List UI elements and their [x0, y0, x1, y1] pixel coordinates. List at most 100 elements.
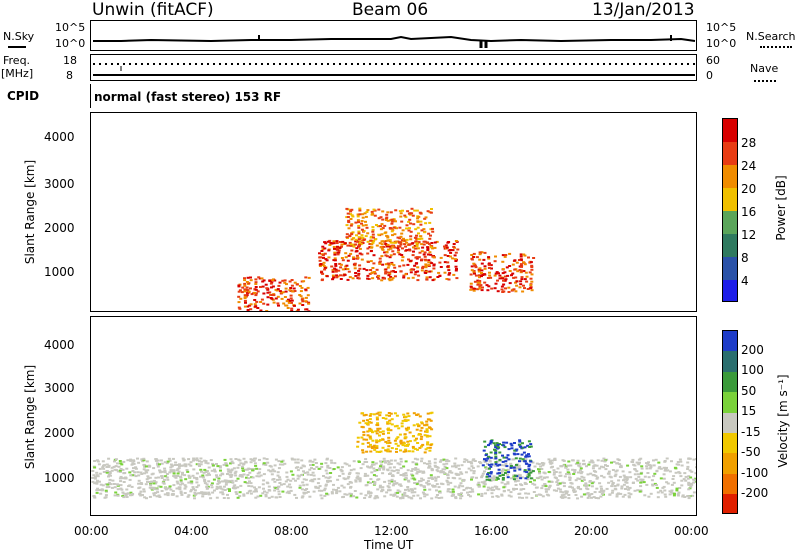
- power-panel: [90, 112, 697, 312]
- power-cell: [293, 290, 297, 292]
- velocity-cell: [172, 471, 176, 474]
- velocity-cell: [384, 449, 388, 452]
- velocity-cell: [598, 482, 602, 485]
- power-cell: [358, 252, 362, 255]
- velocity-cell: [320, 489, 324, 492]
- velocity-cell: [412, 424, 416, 427]
- power-cell: [375, 224, 378, 226]
- velocity-cell: [163, 471, 167, 474]
- velocity-cell: [527, 471, 531, 474]
- nsearch-tick-top: 10^5: [706, 21, 737, 34]
- power-cell: [356, 215, 360, 218]
- velocity-cell: [387, 436, 391, 439]
- power-cell: [320, 271, 324, 274]
- velocity-cell: [231, 481, 235, 484]
- velocity-cell: [524, 458, 528, 461]
- velocity-cell: [392, 482, 396, 485]
- power-cell: [486, 277, 490, 279]
- velocity-cell: [523, 470, 527, 473]
- velocity-cell: [364, 413, 368, 416]
- velocity-cell: [309, 473, 313, 476]
- velocity-cell: [387, 439, 391, 442]
- velocity-cell: [597, 497, 600, 500]
- velocity-cell: [558, 488, 562, 491]
- velocity-cell: [401, 419, 405, 422]
- power-cell: [387, 248, 391, 251]
- velocity-cell: [373, 481, 377, 484]
- velocity-cell: [183, 492, 187, 494]
- velocity-cell: [95, 459, 99, 462]
- power-cell: [262, 302, 266, 305]
- power-cell: [401, 229, 405, 232]
- velocity-cell: [688, 469, 692, 472]
- velocity-cell: [247, 485, 251, 487]
- velocity-cell: [484, 459, 488, 462]
- velocity-cell: [326, 466, 330, 469]
- power-cell: [429, 246, 433, 249]
- velocity-cell: [632, 481, 635, 484]
- velocity-cell: [256, 495, 260, 498]
- velocity-cell: [375, 447, 379, 449]
- power-cb-8: 8: [741, 251, 749, 265]
- velocity-cell: [658, 466, 662, 469]
- velocity-cell: [347, 473, 351, 475]
- power-cell: [406, 263, 410, 266]
- velocity-cell: [648, 467, 652, 470]
- velocity-cell: [638, 490, 642, 493]
- velocity-ytick-1000: 1000: [44, 471, 75, 485]
- power-cell: [272, 301, 276, 304]
- velocity-cell: [233, 484, 237, 487]
- power-cell: [361, 213, 365, 216]
- velocity-cell: [125, 488, 129, 491]
- velocity-cell: [361, 451, 365, 454]
- power-cell: [394, 209, 398, 212]
- velocity-cell: [208, 473, 211, 476]
- power-cell: [446, 261, 450, 264]
- velocity-cell: [144, 465, 148, 468]
- velocity-cell: [381, 446, 385, 449]
- velocity-cell: [249, 482, 253, 485]
- velocity-cell: [134, 466, 138, 469]
- velocity-cell: [484, 454, 488, 457]
- power-cell: [506, 274, 510, 277]
- vel-color-5: [723, 412, 737, 433]
- velocity-cell: [378, 427, 382, 430]
- velocity-cell: [142, 488, 146, 491]
- power-cell: [400, 254, 404, 256]
- velocity-cell: [296, 469, 300, 472]
- velocity-cell: [207, 480, 211, 483]
- velocity-cell: [631, 458, 635, 461]
- velocity-cell: [601, 490, 605, 493]
- power-cell: [497, 272, 500, 275]
- velocity-cell: [139, 494, 143, 497]
- velocity-cell: [401, 444, 405, 447]
- velocity-cell: [152, 467, 156, 470]
- velocity-cell: [518, 440, 522, 443]
- velocity-cell: [171, 490, 175, 493]
- power-cell: [392, 253, 396, 256]
- velocity-cell: [144, 469, 148, 472]
- velocity-cell: [675, 487, 679, 490]
- velocity-cell: [428, 446, 432, 449]
- velocity-cell: [514, 484, 518, 486]
- velocity-cell: [388, 482, 391, 485]
- velocity-cell: [107, 475, 110, 478]
- power-cell: [417, 241, 421, 244]
- velocity-cell: [395, 495, 399, 498]
- velocity-cell: [312, 474, 316, 477]
- velocity-cell: [278, 476, 282, 479]
- power-cell: [470, 265, 474, 268]
- velocity-cell: [512, 475, 516, 478]
- power-cell: [488, 271, 491, 274]
- velocity-cell: [421, 443, 425, 446]
- power-cell: [335, 276, 339, 279]
- power-cell: [402, 276, 406, 279]
- power-cell: [480, 272, 483, 274]
- velocity-cb-label: Velocity [m s⁻¹]: [776, 374, 790, 468]
- velocity-cell: [608, 493, 612, 496]
- velocity-cell: [473, 460, 477, 462]
- velocity-cell: [579, 472, 583, 475]
- velocity-cell: [257, 475, 261, 478]
- velocity-cell: [500, 464, 504, 467]
- power-cell: [328, 239, 332, 242]
